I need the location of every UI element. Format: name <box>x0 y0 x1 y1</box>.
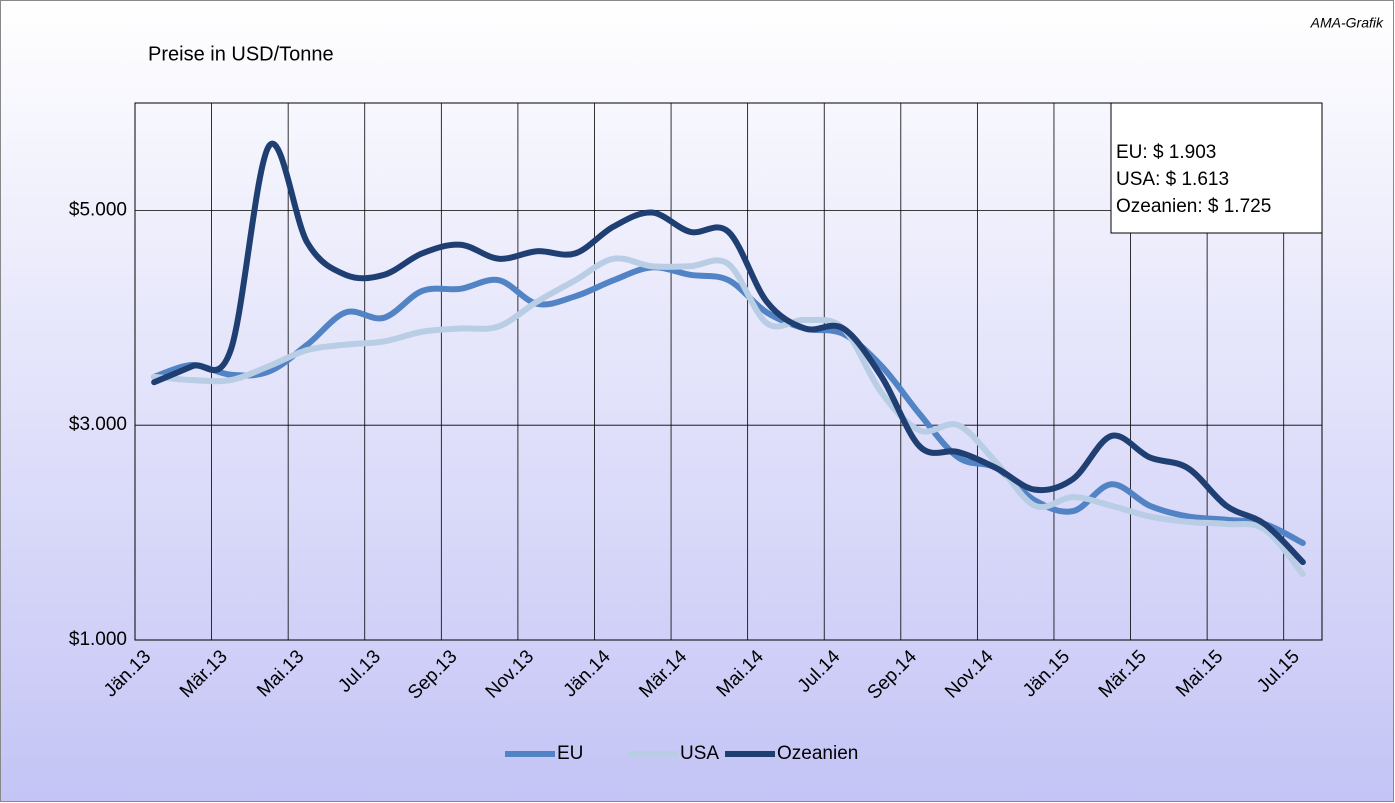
y-tick-label: $3.000 <box>69 414 127 435</box>
y-tick-label: $1.000 <box>69 629 127 650</box>
series-line <box>151 264 1306 547</box>
annotation: Ozeanien: $ 1.725 <box>1116 196 1271 217</box>
legend-label: Ozeanien <box>777 743 858 764</box>
series-line <box>151 255 1306 578</box>
series-line <box>151 140 1306 566</box>
legend-label: USA <box>680 743 719 764</box>
y-tick-label: $5.000 <box>69 199 127 220</box>
annotation: EU: $ 1.903 <box>1116 142 1216 163</box>
chart-title: Preise in USD/Tonne <box>148 43 334 65</box>
annotation-box <box>1110 102 1323 234</box>
source: AMA-Grafik <box>1310 15 1384 31</box>
annotation: USA: $ 1.613 <box>1116 169 1229 190</box>
legend-label: EU <box>557 743 583 764</box>
